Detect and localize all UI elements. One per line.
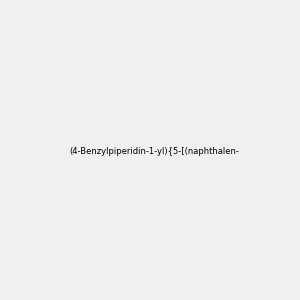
Text: (4-Benzylpiperidin-1-yl){5-[(naphthalen-: (4-Benzylpiperidin-1-yl){5-[(naphthalen- [69,147,239,156]
